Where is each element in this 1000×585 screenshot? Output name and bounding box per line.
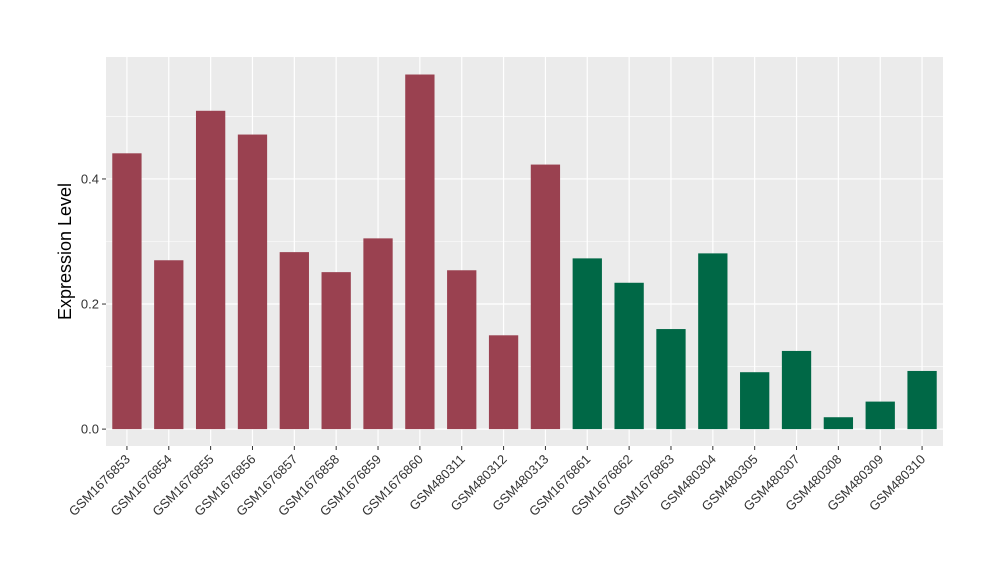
bar-GSM480310 <box>907 370 937 430</box>
bar-GSM480312 <box>488 335 519 430</box>
y-axis: 0.0 0.2 0.4 <box>81 171 106 437</box>
bar-GSM1676854 <box>154 260 184 430</box>
y-tick-label: 0.4 <box>81 171 99 186</box>
y-tick-label: 0.2 <box>81 297 99 312</box>
bar-GSM1676853 <box>112 153 142 430</box>
bar-GSM480308 <box>823 417 854 430</box>
bar-GSM1676858 <box>321 272 351 430</box>
y-axis-label: Expression Level <box>55 183 75 320</box>
bars <box>112 74 937 430</box>
bar-GSM1676861 <box>572 258 602 430</box>
bar-GSM480305 <box>740 372 770 430</box>
y-tick-label: 0.0 <box>81 422 99 437</box>
bar-GSM1676860 <box>405 74 435 430</box>
x-axis: GSM1676853GSM1676854GSM1676855GSM1676856… <box>66 446 928 519</box>
bar-GSM480304 <box>698 253 728 430</box>
bar-GSM1676856 <box>237 134 268 430</box>
bar-GSM1676857 <box>279 252 309 430</box>
bar-GSM1676859 <box>363 238 393 430</box>
bar-GSM480311 <box>447 270 477 430</box>
plot-panel <box>106 57 943 446</box>
bar-GSM480313 <box>530 164 561 430</box>
bar-GSM1676855 <box>195 110 226 430</box>
bar-GSM1676863 <box>656 329 686 430</box>
bar-GSM480307 <box>781 350 812 430</box>
bar-GSM1676862 <box>614 282 644 430</box>
bar-GSM480309 <box>865 401 895 430</box>
